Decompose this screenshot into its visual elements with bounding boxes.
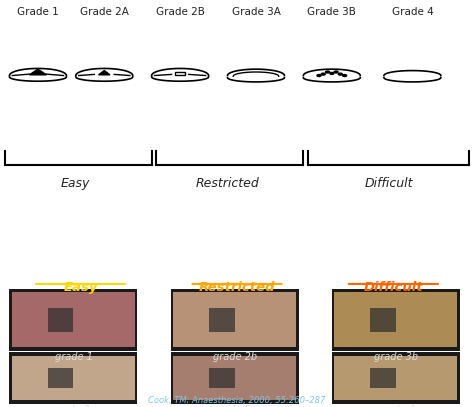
FancyBboxPatch shape: [332, 289, 460, 350]
Text: Restricted: Restricted: [196, 177, 259, 190]
Text: Grade 2B: Grade 2B: [155, 7, 205, 17]
Circle shape: [321, 73, 325, 75]
FancyBboxPatch shape: [209, 368, 235, 388]
Text: grade 2b: grade 2b: [212, 352, 257, 362]
Text: Easy: Easy: [64, 280, 98, 293]
Text: Grade 4: Grade 4: [392, 7, 433, 17]
FancyBboxPatch shape: [370, 368, 396, 388]
FancyBboxPatch shape: [173, 356, 296, 400]
FancyBboxPatch shape: [173, 293, 296, 347]
Text: Difficult: Difficult: [365, 177, 413, 190]
Circle shape: [343, 74, 346, 77]
Circle shape: [317, 74, 321, 77]
Text: grade 3b: grade 3b: [374, 352, 418, 362]
FancyBboxPatch shape: [9, 352, 137, 404]
Circle shape: [334, 71, 338, 73]
FancyBboxPatch shape: [171, 352, 299, 404]
Circle shape: [330, 72, 334, 74]
Polygon shape: [29, 69, 46, 75]
Bar: [175, 72, 185, 75]
Polygon shape: [99, 70, 110, 75]
Text: Grade 2A: Grade 2A: [80, 7, 129, 17]
Text: Grade 3A: Grade 3A: [231, 7, 281, 17]
FancyBboxPatch shape: [9, 289, 137, 350]
Text: Easy: Easy: [61, 177, 91, 190]
Text: Grade 3B: Grade 3B: [307, 7, 356, 17]
FancyBboxPatch shape: [209, 308, 235, 332]
Text: grade 4: grade 4: [377, 405, 415, 407]
FancyBboxPatch shape: [12, 356, 135, 400]
Text: grade 2a: grade 2a: [52, 405, 95, 407]
Circle shape: [326, 71, 329, 73]
Circle shape: [338, 73, 342, 75]
FancyBboxPatch shape: [334, 293, 457, 347]
Text: Restricted: Restricted: [199, 280, 275, 293]
FancyBboxPatch shape: [48, 308, 73, 332]
Text: Difficult: Difficult: [364, 280, 423, 293]
FancyBboxPatch shape: [171, 289, 299, 350]
FancyBboxPatch shape: [332, 352, 460, 404]
FancyBboxPatch shape: [334, 356, 457, 400]
Text: Grade 1: Grade 1: [17, 7, 59, 17]
FancyBboxPatch shape: [370, 308, 396, 332]
FancyBboxPatch shape: [48, 368, 73, 388]
FancyBboxPatch shape: [12, 293, 135, 347]
Text: CORMACK-LEHANE CLASSIFICATION: CORMACK-LEHANE CLASSIFICATION: [99, 241, 375, 255]
Text: COOK MODIFICATION: COOK MODIFICATION: [155, 260, 319, 274]
Text: grade 1: grade 1: [55, 352, 92, 362]
Text: grade 3a: grade 3a: [213, 405, 256, 407]
Text: Cook, TM; Anaesthesia, 2000, 55:260–287: Cook, TM; Anaesthesia, 2000, 55:260–287: [148, 396, 326, 405]
